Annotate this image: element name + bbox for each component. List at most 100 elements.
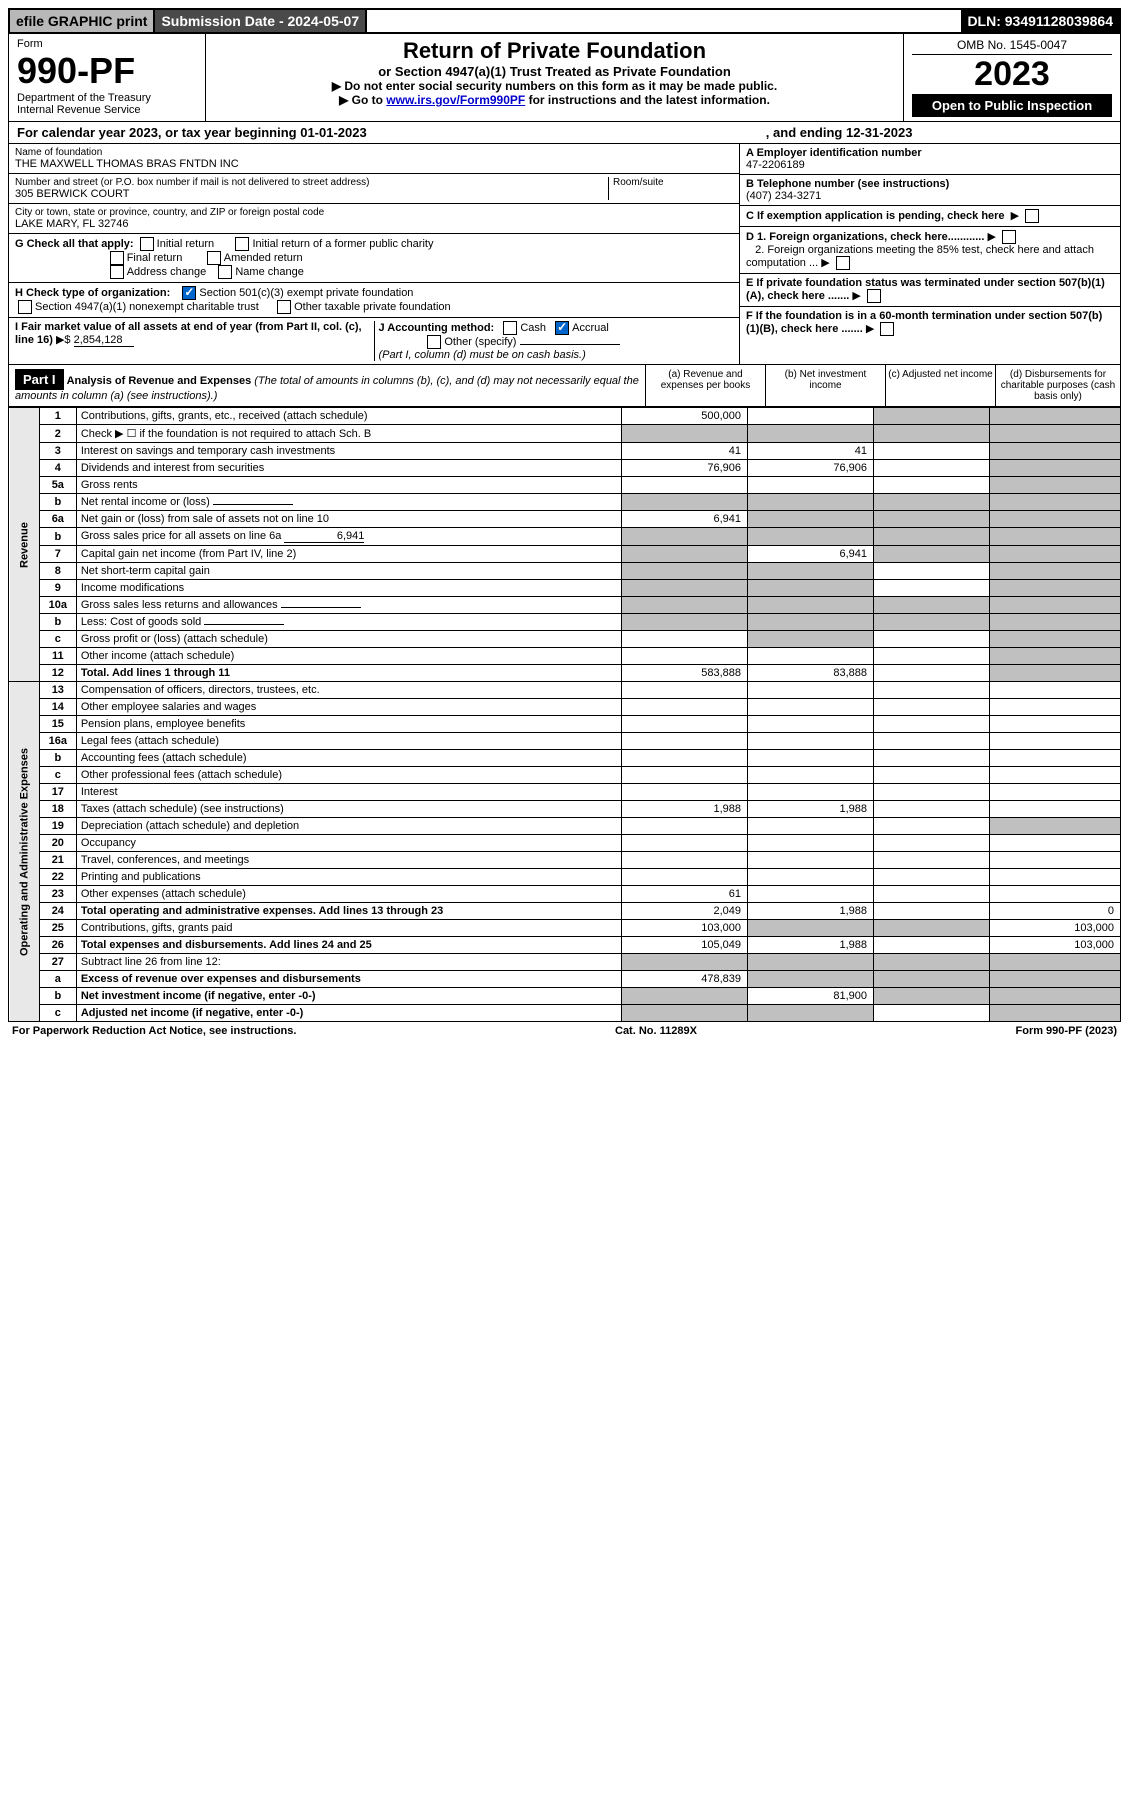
col-d-value [990,580,1121,597]
initial-former-checkbox[interactable] [235,237,249,251]
other-taxable-checkbox[interactable] [277,300,291,314]
row-desc: Income modifications [76,580,621,597]
entity-info: Name of foundation THE MAXWELL THOMAS BR… [8,144,1121,365]
exemption-pending-checkbox[interactable] [1025,209,1039,223]
table-row: 16aLegal fees (attach schedule) [9,733,1121,750]
col-b-value [748,408,874,425]
col-a-value [622,597,748,614]
col-b-value [748,1005,874,1022]
row-number: 5a [39,477,76,494]
col-c-value [874,886,990,903]
col-c-value [874,648,990,665]
table-row: bAccounting fees (attach schedule) [9,750,1121,767]
col-b-value [748,614,874,631]
g-opt-4: Amended return [224,252,303,264]
h-opt-3: Other taxable private foundation [294,301,451,313]
row-number: b [39,614,76,631]
other-method-checkbox[interactable] [427,335,441,349]
col-c-value [874,597,990,614]
page-footer: For Paperwork Reduction Act Notice, see … [8,1022,1121,1040]
foreign-85-checkbox[interactable] [836,256,850,270]
col-d-value [990,784,1121,801]
col-b-value [748,477,874,494]
col-a-value [622,1005,748,1022]
table-row: 9Income modifications [9,580,1121,597]
footer-left: For Paperwork Reduction Act Notice, see … [12,1025,296,1037]
col-b-head: (b) Net investment income [765,365,885,406]
table-row: 14Other employee salaries and wages [9,699,1121,716]
form990pf-link[interactable]: www.irs.gov/Form990PF [386,93,525,107]
col-c-value [874,528,990,546]
col-b-value [748,494,874,511]
table-row: 23Other expenses (attach schedule)61 [9,886,1121,903]
row-number: 23 [39,886,76,903]
col-d-value [990,443,1121,460]
col-b-value: 41 [748,443,874,460]
row-desc: Printing and publications [76,869,621,886]
calendar-year-row: For calendar year 2023, or tax year begi… [8,122,1121,144]
col-d-value [990,631,1121,648]
col-a-value [622,648,748,665]
col-a-value [622,563,748,580]
col-c-value [874,733,990,750]
row-desc: Other employee salaries and wages [76,699,621,716]
status-terminated-checkbox[interactable] [867,289,881,303]
initial-return-checkbox[interactable] [140,237,154,251]
col-c-value [874,631,990,648]
60month-checkbox[interactable] [880,322,894,336]
col-c-value [874,408,990,425]
accrual-checkbox[interactable] [555,321,569,335]
address-change-checkbox[interactable] [110,265,124,279]
row-number: b [39,494,76,511]
row-desc: Subtract line 26 from line 12: [76,954,621,971]
row-desc: Compensation of officers, directors, tru… [76,682,621,699]
col-d-value [990,648,1121,665]
final-return-checkbox[interactable] [110,251,124,265]
col-d-value: 103,000 [990,920,1121,937]
efile-label[interactable]: efile GRAPHIC print [10,10,155,32]
col-a-value [622,750,748,767]
row-desc: Total. Add lines 1 through 11 [76,665,621,682]
row-desc: Total operating and administrative expen… [76,903,621,920]
city-label: City or town, state or province, country… [15,207,733,218]
col-b-value [748,869,874,886]
cal-year-begin: For calendar year 2023, or tax year begi… [17,125,367,140]
foreign-org-checkbox[interactable] [1002,230,1016,244]
dept-label: Department of the Treasury [17,92,197,104]
row-desc: Gross sales price for all assets on line… [76,528,621,546]
row-number: 16a [39,733,76,750]
row-desc: Capital gain net income (from Part IV, l… [76,546,621,563]
row-desc: Net short-term capital gain [76,563,621,580]
e-label: E If private foundation status was termi… [746,277,1105,302]
col-a-value: 6,941 [622,511,748,528]
d2-label: 2. Foreign organizations meeting the 85%… [746,244,1094,269]
col-d-value [990,971,1121,988]
col-a-value [622,784,748,801]
col-b-value [748,716,874,733]
col-a-value [622,494,748,511]
col-a-value: 61 [622,886,748,903]
row-number: 12 [39,665,76,682]
tel-label: B Telephone number (see instructions) [746,178,949,190]
col-a-value [622,682,748,699]
dln: DLN: 93491128039864 [961,10,1119,32]
col-a-value: 105,049 [622,937,748,954]
amended-return-checkbox[interactable] [207,251,221,265]
row-desc: Gross sales less returns and allowances [76,597,621,614]
col-a-value [622,425,748,443]
row-desc: Adjusted net income (if negative, enter … [76,1005,621,1022]
table-row: 11Other income (attach schedule) [9,648,1121,665]
foundation-name: THE MAXWELL THOMAS BRAS FNTDN INC [15,158,733,170]
501c3-checkbox[interactable] [182,286,196,300]
4947a1-checkbox[interactable] [18,300,32,314]
col-d-value [990,699,1121,716]
row-desc: Contributions, gifts, grants paid [76,920,621,937]
col-c-value [874,477,990,494]
row-desc: Net rental income or (loss) [76,494,621,511]
irs-label: Internal Revenue Service [17,104,197,116]
h-label: H Check type of organization: [15,287,170,299]
name-change-checkbox[interactable] [218,265,232,279]
table-row: 10aGross sales less returns and allowanc… [9,597,1121,614]
cash-checkbox[interactable] [503,321,517,335]
col-b-value [748,528,874,546]
